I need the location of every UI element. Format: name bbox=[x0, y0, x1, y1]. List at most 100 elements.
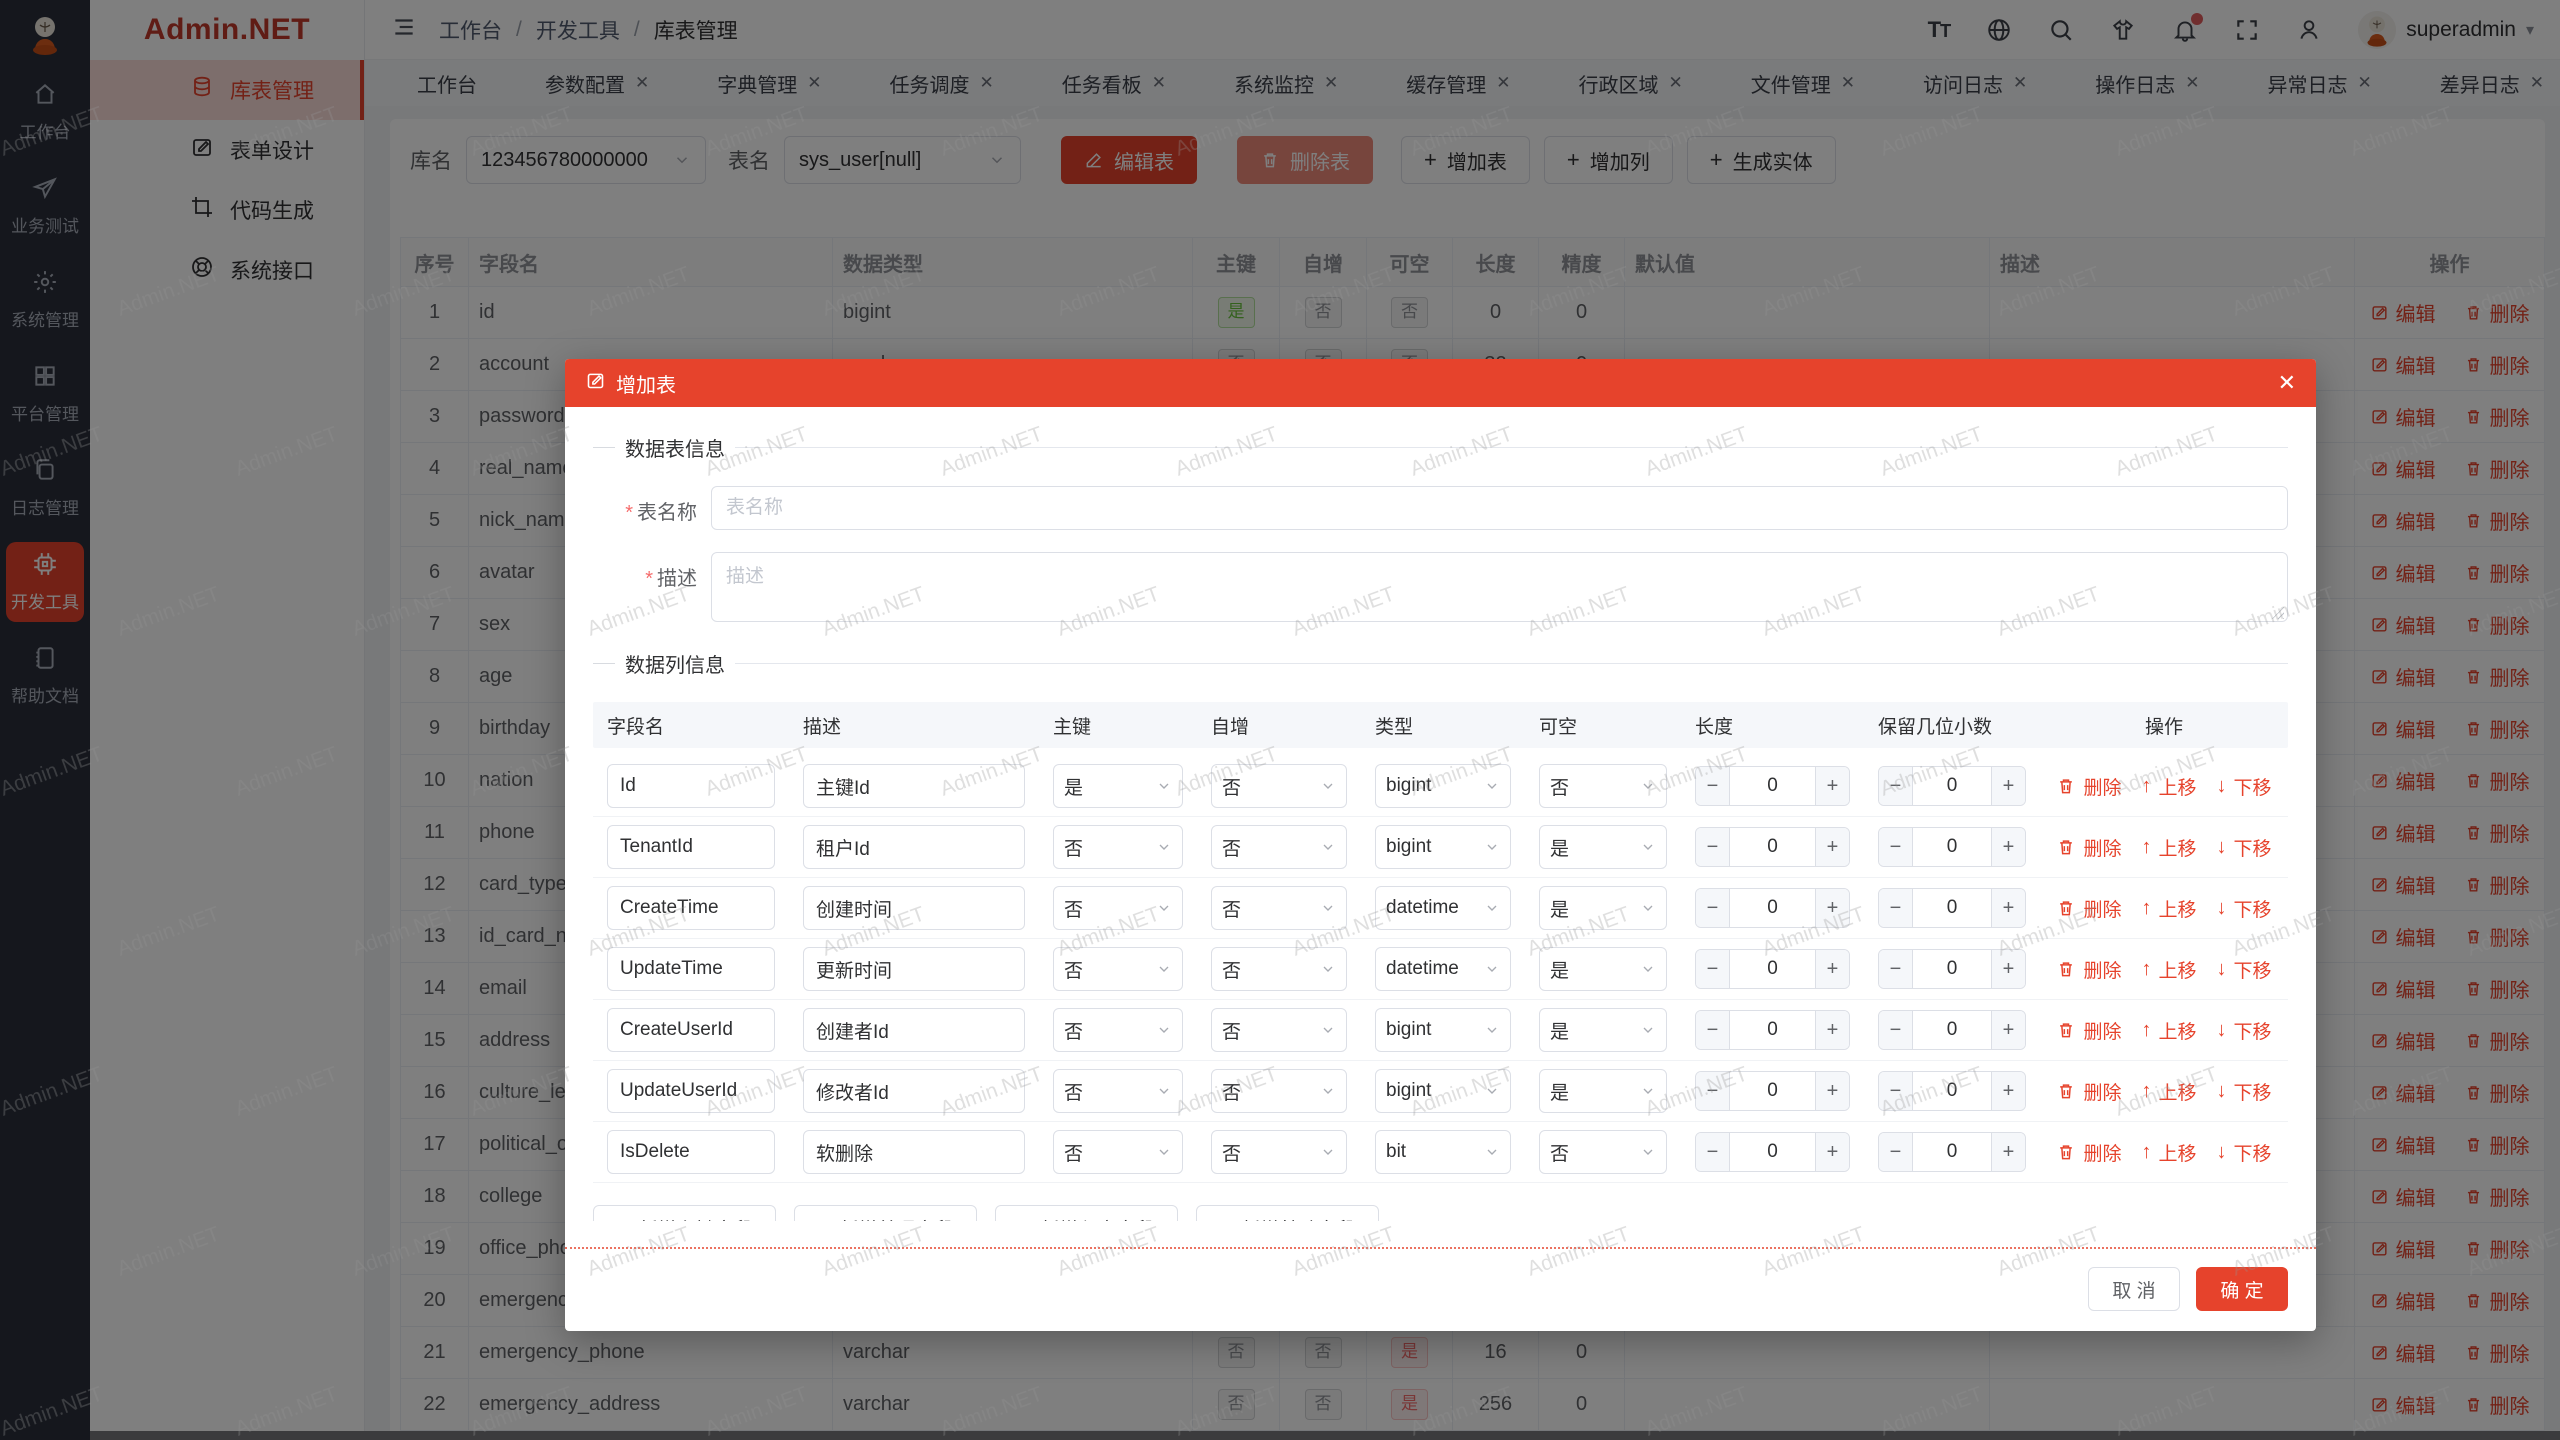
pk-select[interactable]: 否 bbox=[1053, 825, 1183, 869]
decrease-button[interactable]: − bbox=[1696, 889, 1730, 927]
increase-button[interactable]: + bbox=[1815, 1072, 1849, 1110]
pk-select[interactable]: 否 bbox=[1053, 947, 1183, 991]
field-desc-input[interactable] bbox=[803, 947, 1025, 991]
increase-button[interactable]: + bbox=[1991, 828, 2025, 866]
field-name-input[interactable] bbox=[607, 1130, 775, 1174]
autoincrement-select[interactable]: 否 bbox=[1211, 947, 1347, 991]
type-select[interactable]: bigint bbox=[1375, 1008, 1511, 1052]
move-down-button[interactable]: ↓ 下移 bbox=[2216, 896, 2272, 921]
decrease-button[interactable]: − bbox=[1696, 950, 1730, 988]
decrease-button[interactable]: − bbox=[1696, 1011, 1730, 1049]
pk-select[interactable]: 是 bbox=[1053, 764, 1183, 808]
delete-field-button[interactable]: 删除 bbox=[2056, 956, 2121, 983]
stepper-value[interactable]: 0 bbox=[1946, 1019, 1958, 1040]
stepper-value[interactable]: 0 bbox=[1767, 1141, 1778, 1162]
delete-field-button[interactable]: 删除 bbox=[2056, 1078, 2121, 1105]
delete-field-button[interactable]: 删除 bbox=[2056, 773, 2121, 800]
pk-select[interactable]: 否 bbox=[1053, 1130, 1183, 1174]
field-desc-input[interactable] bbox=[803, 1069, 1025, 1113]
move-up-button[interactable]: ↑ 上移 bbox=[2141, 896, 2197, 921]
stepper-value[interactable]: 0 bbox=[1767, 775, 1778, 796]
increase-button[interactable]: + bbox=[1815, 1011, 1849, 1049]
field-name-input[interactable] bbox=[607, 1008, 775, 1052]
field-desc-input[interactable] bbox=[803, 1008, 1025, 1052]
decrease-button[interactable]: − bbox=[1879, 889, 1913, 927]
stepper-value[interactable]: 0 bbox=[1946, 1080, 1958, 1101]
decrease-button[interactable]: − bbox=[1696, 1133, 1730, 1171]
move-down-button[interactable]: ↓ 下移 bbox=[2216, 1079, 2272, 1104]
decrease-button[interactable]: − bbox=[1696, 767, 1730, 805]
decrease-button[interactable]: − bbox=[1879, 1011, 1913, 1049]
stepper-value[interactable]: 0 bbox=[1767, 836, 1778, 857]
stepper-value[interactable]: 0 bbox=[1946, 836, 1958, 857]
move-up-button[interactable]: ↑ 上移 bbox=[2141, 1018, 2197, 1043]
increase-button[interactable]: + bbox=[1991, 1011, 2025, 1049]
close-icon[interactable]: ✕ bbox=[2277, 370, 2296, 395]
add-field-button-3[interactable]: +新增基础字段 bbox=[1195, 1205, 1379, 1221]
type-select[interactable]: datetime bbox=[1375, 947, 1511, 991]
move-up-button[interactable]: ↑ 上移 bbox=[2141, 1140, 2197, 1165]
increase-button[interactable]: + bbox=[1815, 767, 1849, 805]
pk-select[interactable]: 否 bbox=[1053, 886, 1183, 930]
decrease-button[interactable]: − bbox=[1696, 1072, 1730, 1110]
field-name-input[interactable] bbox=[607, 886, 775, 930]
field-desc-input[interactable] bbox=[803, 1130, 1025, 1174]
decrease-button[interactable]: − bbox=[1879, 767, 1913, 805]
field-name-input[interactable] bbox=[607, 764, 775, 808]
add-field-button-2[interactable]: +新增租户字段 bbox=[994, 1205, 1178, 1221]
confirm-button[interactable]: 确 定 bbox=[2196, 1267, 2288, 1311]
increase-button[interactable]: + bbox=[1991, 767, 2025, 805]
move-down-button[interactable]: ↓ 下移 bbox=[2216, 835, 2272, 860]
nullable-select[interactable]: 否 bbox=[1539, 764, 1667, 808]
autoincrement-select[interactable]: 否 bbox=[1211, 1130, 1347, 1174]
stepper-value[interactable]: 0 bbox=[1946, 897, 1958, 918]
cancel-button[interactable]: 取 消 bbox=[2088, 1267, 2180, 1311]
move-up-button[interactable]: ↑ 上移 bbox=[2141, 1079, 2197, 1104]
stepper-value[interactable]: 0 bbox=[1946, 958, 1958, 979]
pk-select[interactable]: 否 bbox=[1053, 1008, 1183, 1052]
nullable-select[interactable]: 是 bbox=[1539, 1008, 1667, 1052]
move-up-button[interactable]: ↑ 上移 bbox=[2141, 835, 2197, 860]
stepper-value[interactable]: 0 bbox=[1946, 1141, 1958, 1162]
delete-field-button[interactable]: 删除 bbox=[2056, 1139, 2121, 1166]
increase-button[interactable]: + bbox=[1815, 889, 1849, 927]
move-down-button[interactable]: ↓ 下移 bbox=[2216, 957, 2272, 982]
type-select[interactable]: bigint bbox=[1375, 764, 1511, 808]
add-field-button-0[interactable]: +新增主键字段 bbox=[593, 1205, 776, 1221]
delete-field-button[interactable]: 删除 bbox=[2056, 895, 2121, 922]
type-select[interactable]: datetime bbox=[1375, 886, 1511, 930]
autoincrement-select[interactable]: 否 bbox=[1211, 764, 1347, 808]
field-name-input[interactable] bbox=[607, 825, 775, 869]
move-down-button[interactable]: ↓ 下移 bbox=[2216, 1018, 2272, 1043]
nullable-select[interactable]: 是 bbox=[1539, 1069, 1667, 1113]
horizontal-scrollbar[interactable] bbox=[90, 1431, 2560, 1440]
decrease-button[interactable]: − bbox=[1696, 828, 1730, 866]
table-name-input[interactable] bbox=[711, 486, 2288, 530]
autoincrement-select[interactable]: 否 bbox=[1211, 886, 1347, 930]
decrease-button[interactable]: − bbox=[1879, 1072, 1913, 1110]
stepper-value[interactable]: 0 bbox=[1946, 775, 1958, 796]
type-select[interactable]: bigint bbox=[1375, 1069, 1511, 1113]
autoincrement-select[interactable]: 否 bbox=[1211, 1069, 1347, 1113]
stepper-value[interactable]: 0 bbox=[1767, 897, 1778, 918]
nullable-select[interactable]: 否 bbox=[1539, 1130, 1667, 1174]
add-field-button-1[interactable]: +新增普通字段 bbox=[793, 1205, 977, 1221]
increase-button[interactable]: + bbox=[1991, 889, 2025, 927]
table-desc-textarea[interactable] bbox=[711, 552, 2288, 622]
move-up-button[interactable]: ↑ 上移 bbox=[2141, 957, 2197, 982]
increase-button[interactable]: + bbox=[1991, 1133, 2025, 1171]
nullable-select[interactable]: 是 bbox=[1539, 886, 1667, 930]
field-desc-input[interactable] bbox=[803, 825, 1025, 869]
stepper-value[interactable]: 0 bbox=[1767, 1080, 1778, 1101]
increase-button[interactable]: + bbox=[1991, 1072, 2025, 1110]
stepper-value[interactable]: 0 bbox=[1767, 958, 1778, 979]
field-desc-input[interactable] bbox=[803, 764, 1025, 808]
pk-select[interactable]: 否 bbox=[1053, 1069, 1183, 1113]
increase-button[interactable]: + bbox=[1991, 950, 2025, 988]
stepper-value[interactable]: 0 bbox=[1767, 1019, 1778, 1040]
field-desc-input[interactable] bbox=[803, 886, 1025, 930]
decrease-button[interactable]: − bbox=[1879, 828, 1913, 866]
move-down-button[interactable]: ↓ 下移 bbox=[2216, 1140, 2272, 1165]
field-name-input[interactable] bbox=[607, 1069, 775, 1113]
nullable-select[interactable]: 是 bbox=[1539, 947, 1667, 991]
